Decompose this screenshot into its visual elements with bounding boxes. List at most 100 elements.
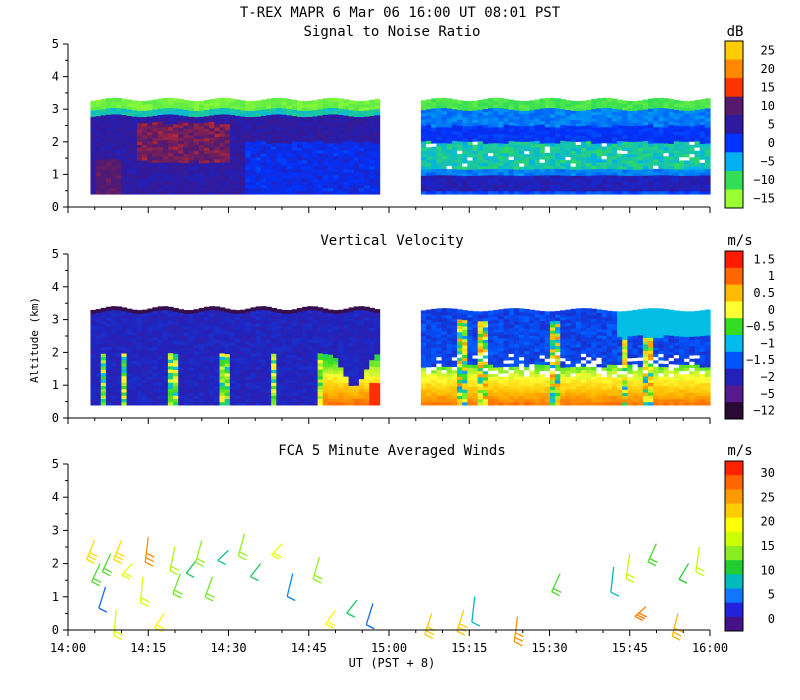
- y-tick-label: 5: [52, 37, 59, 51]
- heatmap-cell: [451, 105, 458, 110]
- heatmap-cell: [271, 379, 277, 383]
- heatmap-cell: [348, 122, 355, 126]
- heatmap-cell: [100, 375, 107, 380]
- heatmap-cell: [266, 342, 272, 347]
- heatmap-cell: [364, 137, 370, 142]
- heatmap-cell: [436, 133, 443, 137]
- heatmap-cell: [364, 144, 370, 148]
- heatmap-cell: [126, 353, 133, 358]
- heatmap-cell: [565, 156, 572, 161]
- heatmap-cell: [503, 168, 510, 173]
- heatmap-cell: [622, 150, 628, 155]
- heatmap-cell: [673, 172, 680, 176]
- heatmap-cell: [266, 375, 272, 380]
- heatmap-cell: [333, 338, 339, 343]
- heatmap-cell: [317, 378, 324, 383]
- heatmap-cell: [327, 101, 334, 105]
- heatmap-cell: [245, 375, 252, 380]
- heatmap-cell: [426, 127, 432, 132]
- heatmap-cell: [142, 150, 148, 155]
- heatmap-cell: [302, 150, 308, 155]
- heatmap-cell: [653, 184, 659, 189]
- heatmap-cell: [281, 133, 288, 138]
- heatmap-cell: [219, 323, 226, 328]
- velocity-title: Vertical Velocity: [320, 233, 463, 249]
- heatmap-cell: [369, 99, 376, 104]
- heatmap-cell: [131, 169, 138, 173]
- heatmap-cell: [333, 145, 339, 150]
- heatmap-cell: [260, 332, 267, 337]
- heatmap-cell: [338, 385, 345, 390]
- heatmap-cell: [457, 112, 463, 117]
- heatmap-cell: [312, 385, 319, 390]
- heatmap-cell: [462, 166, 468, 170]
- heatmap-cell: [266, 306, 272, 311]
- heatmap-cell: [524, 122, 530, 127]
- heatmap-cell: [224, 181, 231, 185]
- heatmap-cell: [679, 184, 685, 189]
- heatmap-cell: [116, 365, 123, 370]
- heatmap-cell: [121, 356, 128, 360]
- heatmap-cell: [307, 322, 314, 327]
- heatmap-cell: [333, 363, 339, 368]
- heatmap-cell: [162, 149, 169, 153]
- heatmap-cell: [642, 121, 649, 126]
- heatmap-cell: [286, 398, 293, 403]
- heatmap-cell: [663, 146, 670, 150]
- heatmap-cell: [245, 166, 252, 170]
- heatmap-cell: [111, 145, 117, 150]
- heatmap-cell: [596, 117, 603, 122]
- heatmap-cell: [451, 162, 458, 167]
- heatmap-cell: [90, 376, 97, 381]
- heatmap-cell: [245, 347, 252, 351]
- heatmap-cell: [240, 156, 246, 161]
- heatmap-cell: [611, 111, 618, 116]
- heatmap-cell: [276, 136, 283, 141]
- heatmap-cell: [343, 315, 350, 319]
- heatmap-cell: [529, 175, 536, 179]
- heatmap-cell: [100, 382, 107, 387]
- heatmap-cell: [100, 171, 107, 176]
- heatmap-cell: [260, 184, 267, 189]
- heatmap-cell: [663, 133, 670, 138]
- heatmap-cell: [668, 108, 675, 113]
- heatmap-cell: [276, 312, 283, 317]
- heatmap-cell: [100, 307, 107, 312]
- heatmap-cell: [204, 398, 210, 403]
- heatmap-cell: [358, 190, 365, 195]
- heatmap-cell: [327, 328, 334, 333]
- heatmap-cell: [214, 381, 221, 386]
- heatmap-cell: [503, 184, 510, 189]
- heatmap-cell: [286, 395, 293, 400]
- heatmap-cell: [95, 353, 102, 358]
- heatmap-cell: [684, 119, 690, 124]
- heatmap-cell: [529, 125, 536, 130]
- heatmap-cell: [441, 97, 448, 102]
- heatmap-cell: [544, 181, 551, 185]
- heatmap-cell: [286, 332, 293, 336]
- heatmap-cell: [136, 344, 143, 349]
- heatmap-cell: [286, 360, 293, 365]
- heatmap-cell: [343, 121, 350, 126]
- heatmap-cell: [121, 307, 128, 312]
- heatmap-cell: [219, 177, 226, 182]
- heatmap-cell: [333, 332, 339, 336]
- heatmap-cell: [343, 324, 350, 329]
- heatmap-cell: [276, 341, 283, 345]
- heatmap-cell: [570, 190, 577, 195]
- heatmap-cell: [266, 362, 272, 367]
- heatmap-cell: [513, 109, 520, 114]
- heatmap-cell: [477, 172, 484, 176]
- heatmap-cell: [100, 162, 107, 167]
- heatmap-cell: [627, 104, 634, 108]
- heatmap-cell: [632, 153, 639, 158]
- heatmap-cell: [260, 146, 267, 151]
- heatmap-cell: [704, 104, 711, 109]
- heatmap-cell: [296, 311, 303, 316]
- heatmap-cell: [684, 172, 690, 176]
- heatmap-cell: [637, 169, 644, 173]
- heatmap-cell: [255, 322, 262, 327]
- heatmap-cell: [493, 100, 499, 105]
- heatmap-cell: [95, 140, 102, 145]
- heatmap-cell: [312, 319, 319, 324]
